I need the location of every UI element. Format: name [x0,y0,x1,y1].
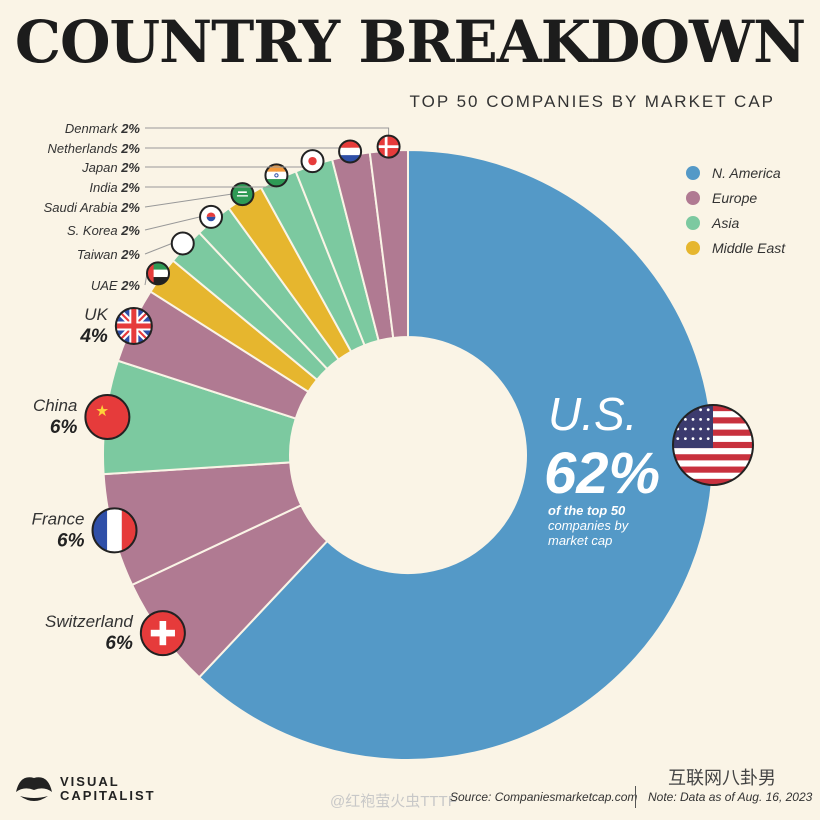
slice-value-japan: 2% [120,160,140,175]
chart-title: COUNTRY BREAKDOWN [14,8,806,76]
slice-u-s [197,148,714,761]
slice-label-s-korea: S. Korea 2% [67,223,140,238]
legend-label: Europe [712,189,758,206]
slice-value-china: 6% [50,417,78,438]
leader-line-netherlands [145,140,351,149]
slice-value-uae: 2% [120,278,140,293]
denmark-flag-icon [376,134,401,159]
switzerland-flag-icon [139,610,186,657]
leader-line-japan [145,150,314,168]
slice-value-uk: 4% [79,326,108,347]
slice-label-saudi-arabia: Saudi Arabia 2% [44,200,141,215]
slice-label-china: China [33,396,77,415]
logo-text-line2: CAPITALIST [60,788,156,803]
logo-mark-icon [16,777,52,801]
leader-line-s-korea [144,216,201,231]
netherlands-flag-icon [338,139,363,164]
saudi-arabia-flag-icon [230,182,255,207]
india-flag-icon [264,163,289,188]
legend-swatch [686,165,700,180]
leader-line-denmark [145,127,390,136]
weibo-watermark: @红袍萤火虫TTTF [330,793,457,810]
taiwan-flag-icon [170,231,195,256]
legend-item-n-america: N. America [686,160,785,185]
legend-label: Middle East [712,239,786,256]
svg-text:★: ★ [95,402,109,420]
source-note: Source: Companiesmarketcap.com [450,790,638,804]
footer-divider [635,786,636,808]
legend-swatch [686,190,700,205]
wechat-watermark: 互联网八卦男 [668,768,776,788]
china-flag-icon: ★ [84,394,131,441]
us-value: 62% [544,441,660,506]
slice-label-uk: UK [84,305,108,324]
s-korea-flag-icon [199,204,224,229]
slice-value-switzerland: 6% [105,633,133,654]
legend-label: Asia [712,214,740,231]
slice-label-denmark: Denmark 2% [65,121,141,136]
slice-value-taiwan: 2% [120,247,140,262]
uk-flag-icon [114,306,153,345]
japan-flag-icon [300,149,325,174]
slice-value-denmark: 2% [120,121,140,136]
slice-label-japan: Japan 2% [81,160,140,175]
leader-line-india [145,164,277,188]
slice-value-s-korea: 2% [120,223,140,238]
legend-item-europe: Europe [686,185,785,210]
legend-swatch [686,240,700,255]
slice-value-france: 6% [57,530,85,551]
us-description-line: companies by [548,518,630,533]
leader-line-saudi-arabia [144,193,232,208]
us-description-line: market cap [548,533,612,548]
france-flag-icon [91,507,138,554]
slice-label-switzerland: Switzerland [45,612,133,631]
slice-value-netherlands: 2% [120,141,140,156]
us-description-line: of the top 50 [548,503,626,518]
leader-line-taiwan [144,243,172,255]
slice-value-india: 2% [120,180,140,195]
logo-text-line1: VISUAL [60,774,120,789]
visual-capitalist-logo: VISUAL CAPITALIST [14,772,156,806]
us-label: U.S. [548,388,637,440]
slice-value-saudi-arabia: 2% [120,200,140,215]
legend-swatch [686,215,700,230]
date-note: Note: Data as of Aug. 16, 2023 [648,790,813,804]
us-flag-icon [672,404,754,486]
legend-item-asia: Asia [686,210,785,235]
legend-item-middle-east: Middle East [686,235,785,260]
legend: N. America Europe Asia Middle East [686,160,785,260]
slice-label-uae: UAE 2% [91,278,141,293]
slice-label-netherlands: Netherlands 2% [47,141,140,156]
slice-label-taiwan: Taiwan 2% [77,247,141,262]
chart-subtitle: TOP 50 COMPANIES BY MARKET CAP [409,92,775,111]
slice-label-france: France [32,509,85,528]
legend-label: N. America [712,164,781,181]
uae-flag-icon [146,261,171,286]
slice-label-india: India 2% [89,180,140,195]
